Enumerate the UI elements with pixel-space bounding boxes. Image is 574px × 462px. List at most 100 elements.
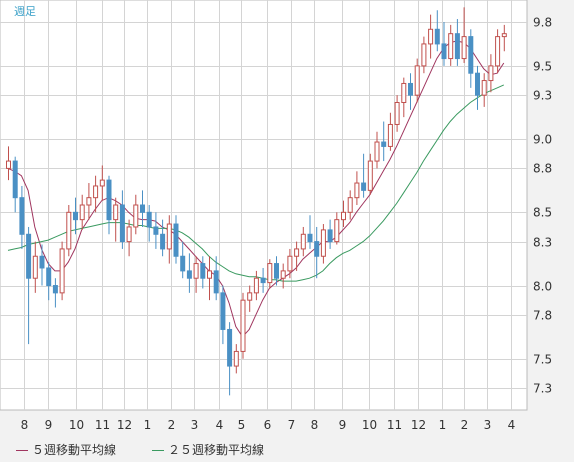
candle xyxy=(341,200,346,227)
candle xyxy=(448,24,454,66)
candle xyxy=(334,212,340,245)
candlestick-chart: 9.89.59.39.08.88.58.38.07.87.57.3 8 9 10 11… xyxy=(0,0,552,432)
candle xyxy=(59,241,65,301)
plot-area xyxy=(0,0,528,411)
candle-body-up xyxy=(421,43,427,67)
candle xyxy=(354,171,360,205)
candle-body-down xyxy=(106,179,112,221)
candle xyxy=(207,256,212,301)
candle xyxy=(367,153,373,195)
y-tick-label: 8.5 xyxy=(533,206,552,220)
candle-body-up xyxy=(240,299,246,352)
candle-body-up xyxy=(300,233,306,250)
candle xyxy=(488,54,494,93)
x-tick-label: 11 xyxy=(95,418,110,432)
candle-body-up xyxy=(233,350,239,367)
x-tick-label: 9 xyxy=(339,418,347,432)
candle-body-down xyxy=(12,160,18,199)
x-tick-label: 12 xyxy=(117,418,132,432)
candle-body-down xyxy=(381,141,387,147)
candle-body-down xyxy=(454,33,460,60)
candle-body-up xyxy=(6,160,11,169)
candle-body-down xyxy=(46,267,52,287)
candle-body-up xyxy=(495,36,501,67)
candle-body-up xyxy=(253,277,259,294)
candle-body-down xyxy=(434,28,440,45)
candle-body-down xyxy=(475,72,480,96)
candle xyxy=(126,219,132,257)
x-tick-label: 2 xyxy=(168,418,176,432)
candle-body-down xyxy=(119,204,125,243)
candle xyxy=(401,77,407,118)
candle-body-up xyxy=(320,229,326,257)
candle xyxy=(52,278,58,308)
candle-body-up xyxy=(126,226,132,243)
candle-body-up xyxy=(461,36,467,60)
candle xyxy=(414,58,420,103)
candle xyxy=(408,73,413,110)
candle xyxy=(146,205,152,242)
x-tick-label: 3 xyxy=(484,418,492,432)
candle-body-up xyxy=(247,292,253,301)
candle xyxy=(454,19,460,66)
candle xyxy=(327,219,333,249)
candle-body-up xyxy=(387,123,393,147)
period-label: 週足 xyxy=(14,5,36,18)
x-tick-label: 1 xyxy=(439,418,447,432)
candle xyxy=(133,194,139,235)
y-tick-label: 8.3 xyxy=(533,236,552,250)
candle xyxy=(160,219,166,257)
candle xyxy=(247,285,253,312)
y-axis-labels: 9.8 9.5 9.3 9.0 8.8 8.5 8.3 8.0 7.8 7.5 7.3 xyxy=(533,16,552,396)
candle xyxy=(166,215,172,264)
candle xyxy=(6,146,11,181)
y-tick-label: 7.5 xyxy=(533,353,552,367)
candle xyxy=(193,256,199,293)
x-tick-label: 4 xyxy=(508,418,516,432)
candle xyxy=(73,197,78,235)
legend: ５週移動平均線 ２５週移動平均線 xyxy=(0,436,574,462)
candle-body-down xyxy=(180,255,186,272)
y-tick-label: 7.3 xyxy=(533,382,552,396)
candle-body-up xyxy=(448,33,454,60)
candle-body-down xyxy=(327,229,333,243)
candle-body-up xyxy=(99,179,105,187)
ma5-line xyxy=(7,40,505,338)
candle-body-down xyxy=(160,233,166,250)
candle-body-up xyxy=(294,248,300,257)
candle-body-down xyxy=(468,36,474,74)
candle xyxy=(173,215,179,264)
candle-body-up xyxy=(267,263,273,284)
candle xyxy=(307,215,313,249)
candle xyxy=(314,226,320,279)
x-tick-label: 12 xyxy=(411,418,426,432)
candle xyxy=(79,194,85,230)
candle xyxy=(441,21,447,66)
x-tick-label: 10 xyxy=(69,418,84,432)
candle xyxy=(287,248,293,279)
candle-body-up xyxy=(133,204,139,228)
legend-label-ma25: ２５週移動平均線 xyxy=(168,443,265,457)
candle-body-up xyxy=(166,223,172,250)
candle-body-down xyxy=(200,263,206,279)
candle xyxy=(260,267,266,293)
candle-body-up xyxy=(488,65,494,82)
candle xyxy=(180,241,186,279)
candle xyxy=(434,10,440,52)
candle xyxy=(501,24,507,52)
candle-body-up xyxy=(347,197,353,213)
candle xyxy=(200,256,206,289)
candle xyxy=(267,259,273,289)
y-tick-label: 8.0 xyxy=(533,280,552,294)
legend-label-ma5: ５週移動平均線 xyxy=(32,443,117,457)
y-tick-label: 7.8 xyxy=(533,309,552,323)
candle xyxy=(99,165,105,201)
candle xyxy=(93,175,99,213)
candle xyxy=(475,65,480,110)
candle xyxy=(86,183,92,220)
candle-body-up xyxy=(59,248,65,294)
candle-body-down xyxy=(408,82,413,96)
candle xyxy=(461,7,467,63)
legend-item-ma25: ２５週移動平均線 xyxy=(152,441,264,458)
y-tick-label: 8.8 xyxy=(533,162,552,176)
